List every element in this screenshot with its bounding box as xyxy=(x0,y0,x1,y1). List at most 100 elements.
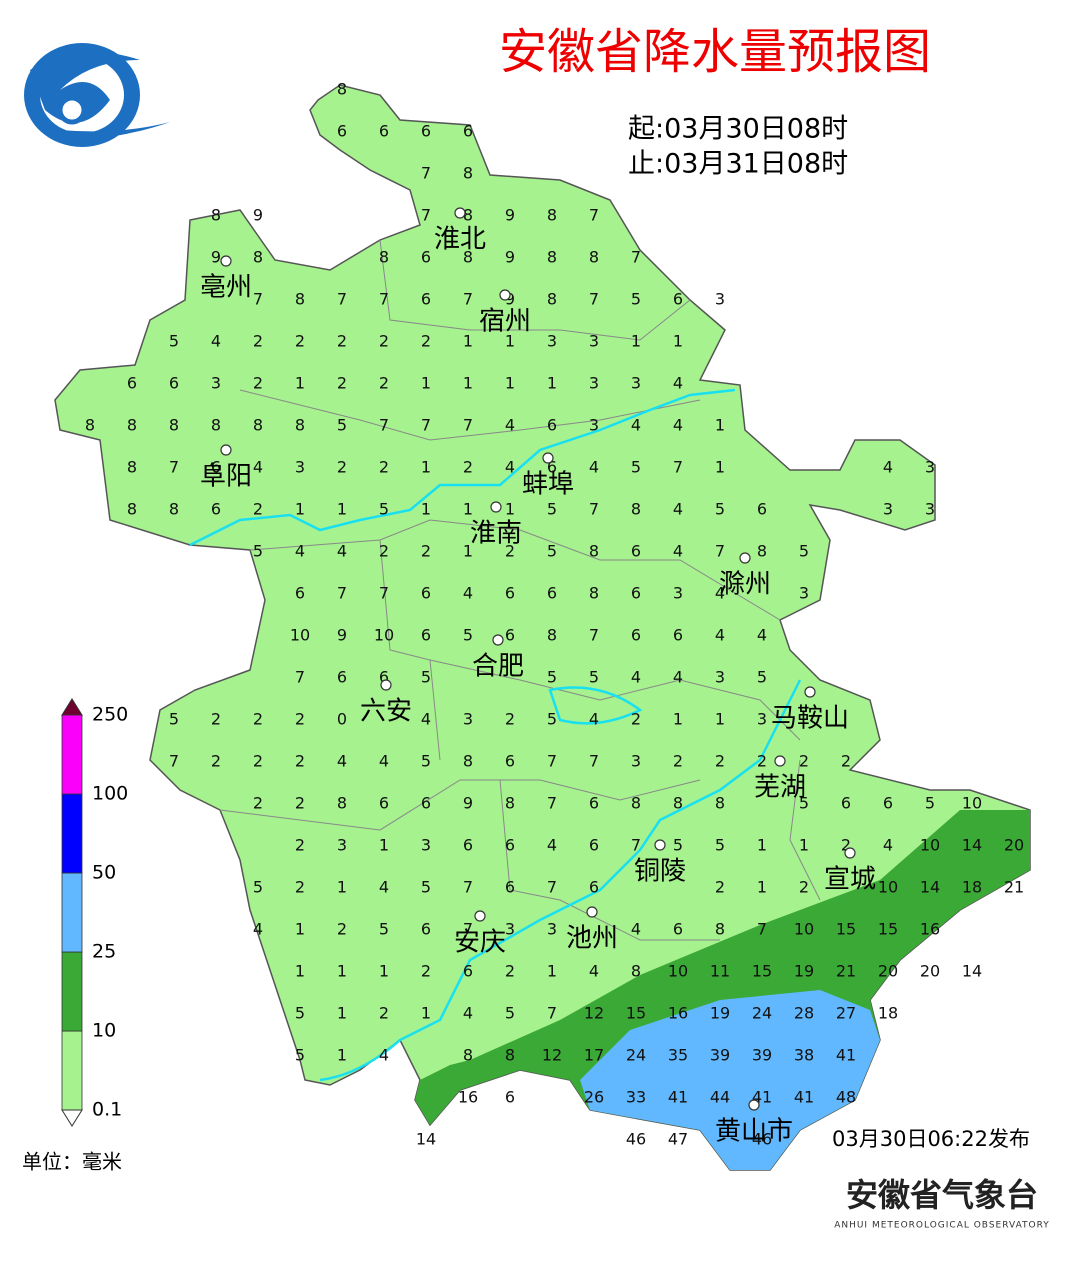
grid-value: 7 xyxy=(589,752,599,771)
grid-value: 15 xyxy=(878,920,898,939)
grid-value: 6 xyxy=(631,584,641,603)
grid-value: 8 xyxy=(715,794,725,813)
city-dot xyxy=(474,910,486,922)
legend-arrow-top xyxy=(61,698,83,716)
grid-value: 4 xyxy=(673,416,683,435)
grid-value: 1 xyxy=(715,710,725,729)
grid-value: 5 xyxy=(421,752,431,771)
city-label: 淮北 xyxy=(434,225,486,255)
grid-value: 39 xyxy=(710,1046,730,1065)
grid-value: 1 xyxy=(673,332,683,351)
grid-value: 6 xyxy=(547,416,557,435)
grid-value: 3 xyxy=(715,290,725,309)
grid-value: 2 xyxy=(757,752,767,771)
grid-value: 8 xyxy=(589,584,599,603)
grid-value: 4 xyxy=(673,374,683,393)
grid-value: 7 xyxy=(589,206,599,225)
agency: 安徽省气象台 xyxy=(846,1176,1038,1214)
grid-value: 20 xyxy=(878,962,898,981)
grid-value: 6 xyxy=(631,542,641,561)
precip-regions xyxy=(54,84,1031,1171)
grid-value: 6 xyxy=(673,290,683,309)
grid-value: 6 xyxy=(589,878,599,897)
grid-value: 2 xyxy=(505,962,515,981)
legend-label: 50 xyxy=(92,862,116,884)
grid-value: 12 xyxy=(542,1046,562,1065)
city-label: 铜陵 xyxy=(634,857,686,887)
grid-value: 5 xyxy=(715,836,725,855)
grid-value: 1 xyxy=(421,374,431,393)
grid-value: 8 xyxy=(85,416,95,435)
grid-value: 5 xyxy=(547,710,557,729)
city-label: 滁州 xyxy=(719,570,771,600)
grid-value: 5 xyxy=(379,500,389,519)
grid-value: 7 xyxy=(421,416,431,435)
grid-value: 1 xyxy=(295,500,305,519)
grid-value: 4 xyxy=(589,962,599,981)
city-dot xyxy=(654,839,666,851)
grid-value: 5 xyxy=(169,332,179,351)
city-label: 芜湖 xyxy=(754,773,806,803)
grid-value: 5 xyxy=(799,542,809,561)
grid-value: 18 xyxy=(962,878,982,897)
grid-value: 1 xyxy=(505,332,515,351)
grid-value: 7 xyxy=(421,164,431,183)
city-label: 六安 xyxy=(360,697,412,727)
grid-value: 1 xyxy=(379,836,389,855)
value-grid: 86 6 6 67 88 9 7 8 9 8 79 8 8 6 8 9 8 8 77 8 7 7 6 7 9 8 7 5 6 35 4 2 2 2… xyxy=(85,80,1024,1149)
grid-value: 7 xyxy=(631,248,641,267)
grid-value: 8 xyxy=(463,752,473,771)
grid-value: 2 xyxy=(295,752,305,771)
unit: 单位：毫米 xyxy=(22,1150,122,1174)
grid-value: 8 xyxy=(253,416,263,435)
grid-value: 7 xyxy=(547,794,557,813)
grid-value: 2 xyxy=(295,836,305,855)
grid-value: 7 xyxy=(463,290,473,309)
grid-value: 5 xyxy=(295,1004,305,1023)
grid-value: 6 xyxy=(421,248,431,267)
grid-value: 6 xyxy=(589,794,599,813)
grid-value: 3 xyxy=(631,752,641,771)
grid-value: 9 xyxy=(505,206,515,225)
grid-value: 6 xyxy=(547,584,557,603)
grid-value: 8 xyxy=(337,794,347,813)
issued-time: 03月30日06:22发布 xyxy=(832,1127,1030,1151)
grid-value: 1 xyxy=(295,374,305,393)
grid-value: 8 xyxy=(379,248,389,267)
legend-swatch xyxy=(61,1030,83,1111)
grid-value: 1 xyxy=(631,332,641,351)
grid-value: 0 xyxy=(337,710,347,729)
grid-value: 2 xyxy=(841,752,851,771)
grid-value: 5 xyxy=(169,710,179,729)
grid-value: 19 xyxy=(710,1004,730,1023)
grid-value: 9 xyxy=(505,290,515,309)
city-label: 池州 xyxy=(566,924,618,954)
grid-value: 2 xyxy=(799,752,809,771)
city-label: 合肥 xyxy=(472,652,524,682)
county-borders xyxy=(219,239,821,941)
grid-value: 7 xyxy=(757,920,767,939)
grid-value: 44 xyxy=(710,1088,730,1107)
grid-value: 20 xyxy=(920,962,940,981)
grid-value: 8 xyxy=(631,794,641,813)
grid-value: 1 xyxy=(337,1004,347,1023)
grid-value: 6 xyxy=(505,878,515,897)
grid-value: 7 xyxy=(715,542,725,561)
agency-en: ANHUI METEOROLOGICAL OBSERVATORY xyxy=(834,1221,1050,1231)
grid-value: 6 xyxy=(127,374,137,393)
grid-value: 7 xyxy=(463,920,473,939)
grid-value: 14 xyxy=(962,962,982,981)
grid-value: 3 xyxy=(631,374,641,393)
grid-value: 8 xyxy=(211,206,221,225)
legend-swatch xyxy=(61,714,83,795)
grid-value: 6 xyxy=(505,626,515,645)
grid-value: 6 xyxy=(463,122,473,141)
grid-value: 8 xyxy=(757,542,767,561)
grid-value: 6 xyxy=(589,836,599,855)
grid-value: 2 xyxy=(253,710,263,729)
grid-value: 3 xyxy=(589,374,599,393)
grid-value: 3 xyxy=(463,710,473,729)
grid-value: 8 xyxy=(463,1046,473,1065)
grid-value: 10 xyxy=(290,626,310,645)
grid-value: 3 xyxy=(589,332,599,351)
